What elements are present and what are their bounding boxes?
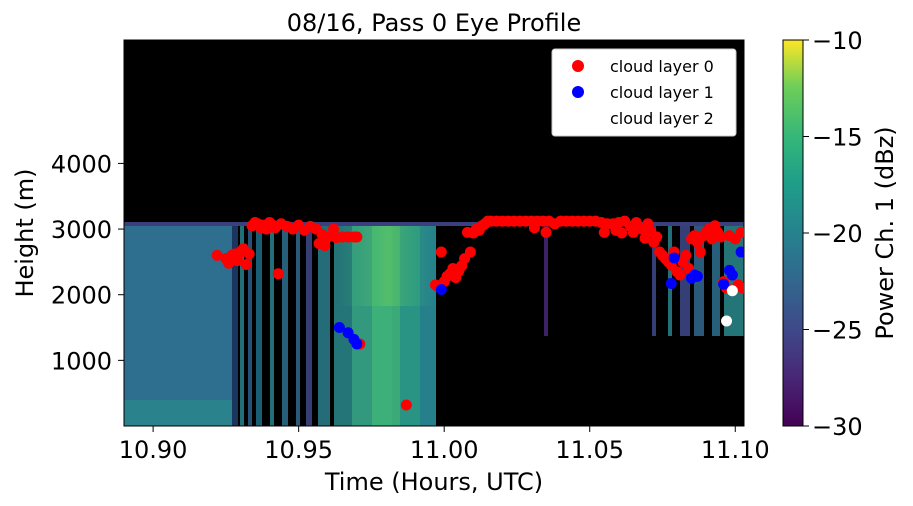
x-tick-label: 11.00 (410, 436, 479, 464)
legend-box (551, 48, 737, 137)
cloud-layer-0-point (328, 223, 340, 235)
cloud-layer-0-point (211, 249, 223, 261)
heatmap-strip (544, 226, 548, 336)
colorbar-tick-label: −15 (812, 124, 863, 152)
colorbar-tick-label: −25 (812, 317, 863, 345)
cloud-layer-0-point (319, 239, 331, 251)
cloud-layer-0-point (651, 231, 663, 243)
legend: cloud layer 0 cloud layer 1 cloud layer … (551, 48, 737, 137)
heatmap-strip (270, 226, 274, 426)
heatmap-strip (248, 226, 252, 426)
cloud-layer-0-point (435, 246, 447, 258)
cloud-layer-0-point (680, 249, 692, 261)
colorbar: −30 −25 −20 −15 −10 Power Ch. 1 (dBz) (782, 27, 899, 441)
cloud-layer-0-point (598, 226, 610, 238)
y-axis-ticks: 1000 2000 3000 4000 (51, 150, 124, 375)
legend-marker-layer-0 (572, 60, 584, 72)
cloud-layer-0-point (400, 399, 412, 411)
cloud-layer-1-point (333, 322, 345, 334)
chart-title: 08/16, Pass 0 Eye Profile (287, 9, 581, 37)
heatmap-strip (318, 226, 330, 426)
cloud-layer-1-point (718, 278, 730, 290)
colorbar-tick-label: −10 (812, 27, 863, 55)
cloud-layer-0-point (674, 269, 686, 281)
heatmap-strip (652, 226, 656, 336)
x-axis-ticks: 10.90 10.95 11.00 11.05 11.10 (119, 426, 770, 464)
heatmap-left-surface (124, 400, 232, 426)
cloud-layer-1-point (726, 269, 738, 281)
colorbar-ticks: −30 −25 −20 −15 −10 (803, 27, 863, 441)
heatmap-strip (306, 226, 312, 426)
cloud-layer-0-point (616, 227, 628, 239)
cloud-layer-0-point (737, 282, 744, 294)
heatmap-strip (712, 226, 720, 336)
heatmap-strip (240, 226, 244, 426)
cloud-layer-2-point (721, 315, 733, 327)
cloud-layer-0-point (240, 259, 252, 271)
heatmap-strip (680, 226, 690, 336)
colorbar-gradient (782, 39, 804, 427)
cloud-layer-0-point (272, 268, 284, 280)
legend-label-layer-1: cloud layer 1 (610, 83, 714, 102)
heatmap-strip (256, 226, 262, 426)
y-axis-label: Height (m) (11, 168, 39, 297)
y-tick-label: 3000 (51, 216, 112, 244)
cloud-layer-1-point (665, 278, 677, 290)
cloud-layer-1-point (435, 283, 447, 295)
cloud-layer-0-point (223, 257, 235, 269)
cloud-layer-1-point (351, 338, 363, 350)
cloud-layer-1-point (691, 270, 703, 282)
cloud-layer-0-point (627, 226, 639, 238)
legend-label-layer-2: cloud layer 2 (610, 109, 714, 128)
x-axis-label: Time (Hours, UTC) (324, 468, 543, 496)
cloud-layer-1-point (735, 246, 744, 258)
legend-marker-layer-2 (572, 112, 584, 124)
cloud-layer-0-point (232, 255, 244, 267)
cloud-layer-0-point (243, 248, 255, 260)
heatmap-top-edge (124, 222, 744, 226)
cloud-layer-1-point (668, 252, 680, 264)
cloud-layer-0-point (715, 231, 727, 243)
x-tick-label: 11.05 (555, 436, 624, 464)
colorbar-tick-label: −20 (812, 220, 863, 248)
x-tick-label: 11.10 (701, 436, 770, 464)
cloud-layer-2-point (726, 285, 738, 297)
scatter-points (211, 215, 744, 411)
heatmap-strip (282, 226, 288, 426)
cloud-layer-0-point (322, 231, 334, 243)
legend-marker-layer-1 (572, 86, 584, 98)
cloud-layer-0-point (351, 231, 363, 243)
heatmap-strip (296, 226, 300, 426)
cloud-layer-0-point (735, 226, 744, 238)
cloud-layer-0-point (464, 246, 476, 258)
y-tick-label: 4000 (51, 150, 112, 178)
x-tick-label: 10.90 (119, 436, 188, 464)
cloud-layer-0-point (540, 226, 552, 238)
colorbar-tick-label: −30 (812, 413, 863, 441)
cloud-layer-0-point (694, 246, 706, 258)
x-tick-label: 10.95 (264, 436, 333, 464)
y-tick-label: 2000 (51, 282, 112, 310)
y-tick-label: 1000 (51, 347, 112, 375)
legend-label-layer-0: cloud layer 0 (610, 57, 714, 76)
heatmap-strip (232, 226, 238, 426)
colorbar-label: Power Ch. 1 (dBz) (871, 126, 899, 339)
